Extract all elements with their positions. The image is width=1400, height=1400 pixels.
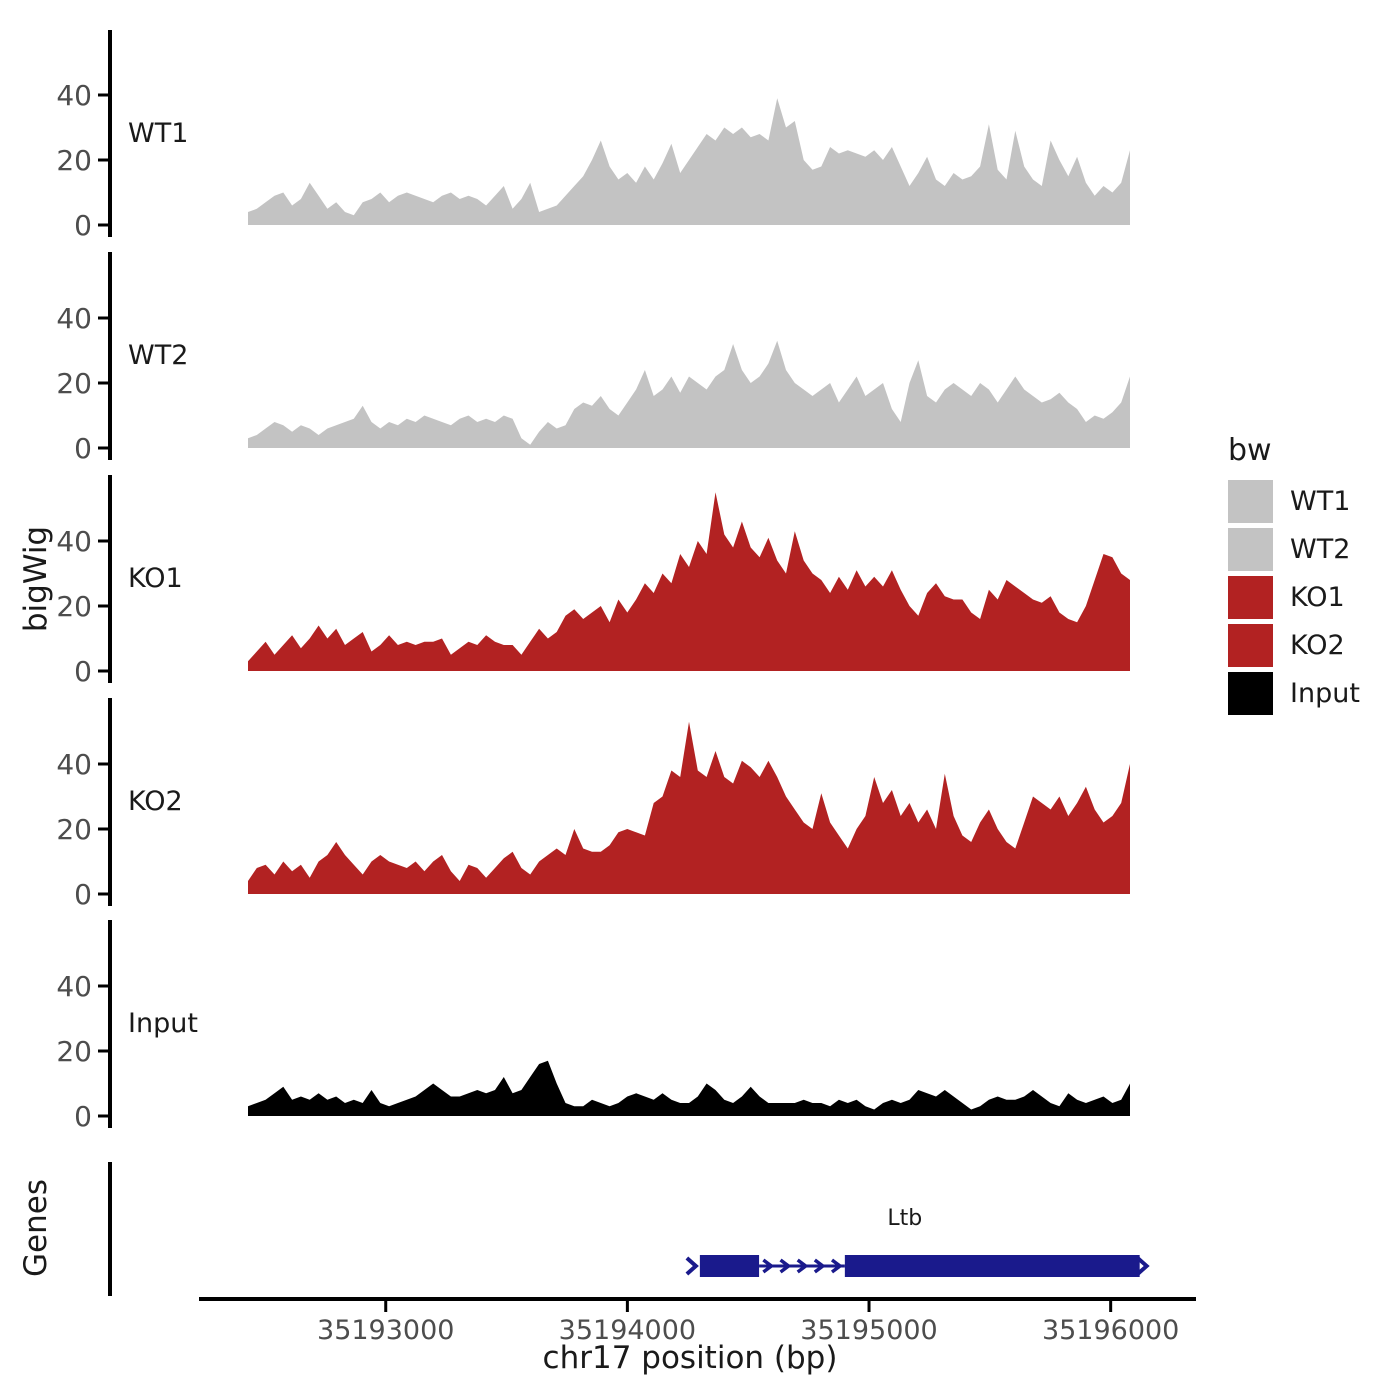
intron-strand-arrow-icon bbox=[779, 1258, 792, 1274]
y-tick-label: 40 bbox=[56, 79, 92, 112]
gene-exon bbox=[699, 1255, 760, 1277]
y-tick-label: 40 bbox=[56, 525, 92, 558]
coverage-area-WT1 bbox=[248, 98, 1130, 225]
track-label-Input: Input bbox=[128, 1008, 198, 1039]
y-tick-label: 0 bbox=[74, 655, 92, 688]
intron-strand-arrow-icon bbox=[813, 1258, 826, 1274]
coverage-area-KO2 bbox=[248, 721, 1130, 894]
y-tick-label: 40 bbox=[56, 748, 92, 781]
legend: bw WT1 WT2 KO1 KO2 Input bbox=[1228, 420, 1398, 740]
legend-item-Input: Input bbox=[1228, 672, 1360, 715]
y-tick-label: 20 bbox=[56, 590, 92, 623]
x-tick-label: 35195000 bbox=[800, 1315, 937, 1346]
legend-label: KO1 bbox=[1290, 582, 1345, 613]
coverage-area-Input bbox=[248, 1060, 1130, 1116]
intron-strand-arrow-icon bbox=[762, 1258, 775, 1274]
track-label-WT2: WT2 bbox=[128, 340, 188, 371]
genes-axis-title: Genes bbox=[18, 1179, 54, 1277]
y-tick-label: 20 bbox=[56, 1035, 92, 1068]
y-tick-label: 40 bbox=[56, 970, 92, 1003]
y-tick-label: 20 bbox=[56, 144, 92, 177]
track-label-WT1: WT1 bbox=[128, 118, 188, 149]
legend-swatch-Input bbox=[1228, 672, 1273, 715]
gene-name-label: Ltb bbox=[887, 1206, 922, 1231]
gene-terminal-arrow-icon bbox=[685, 1256, 699, 1276]
legend-item-WT1: WT1 bbox=[1228, 480, 1350, 523]
legend-swatch-KO2 bbox=[1228, 624, 1273, 667]
legend-label: Input bbox=[1290, 678, 1360, 709]
gene-terminal-arrow-icon bbox=[1136, 1256, 1150, 1276]
y-axis-title: bigWig bbox=[18, 525, 54, 633]
legend-label: WT2 bbox=[1290, 534, 1351, 565]
gene-exon bbox=[844, 1255, 1140, 1277]
x-tick-label: 35196000 bbox=[1042, 1315, 1179, 1346]
x-axis-title: chr17 position (bp) bbox=[542, 1340, 838, 1376]
legend-item-WT2: WT2 bbox=[1228, 528, 1350, 571]
y-tick-label: 0 bbox=[74, 432, 92, 465]
legend-swatch-WT1 bbox=[1228, 480, 1273, 523]
legend-label: KO2 bbox=[1290, 630, 1345, 661]
y-tick-label: 20 bbox=[56, 813, 92, 846]
y-tick-label: 20 bbox=[56, 367, 92, 400]
y-tick-label: 0 bbox=[74, 1100, 92, 1133]
x-tick-label: 35193000 bbox=[317, 1315, 454, 1346]
legend-swatch-WT2 bbox=[1228, 528, 1273, 571]
intron-strand-arrow-icon bbox=[830, 1258, 843, 1274]
legend-label: WT1 bbox=[1290, 486, 1351, 517]
legend-item-KO2: KO2 bbox=[1228, 624, 1345, 667]
legend-item-KO1: KO1 bbox=[1228, 576, 1345, 619]
coverage-area-WT2 bbox=[248, 340, 1130, 448]
coverage-area-KO1 bbox=[248, 492, 1130, 671]
intron-strand-arrow-icon bbox=[796, 1258, 809, 1274]
x-tick-label: 35194000 bbox=[559, 1315, 696, 1346]
track-label-KO1: KO1 bbox=[128, 563, 183, 594]
y-tick-label: 0 bbox=[74, 878, 92, 911]
y-tick-label: 0 bbox=[74, 209, 92, 242]
legend-title: bw bbox=[1228, 433, 1272, 468]
y-tick-label: 40 bbox=[56, 302, 92, 335]
legend-swatch-KO1 bbox=[1228, 576, 1273, 619]
track-label-KO2: KO2 bbox=[128, 786, 183, 817]
